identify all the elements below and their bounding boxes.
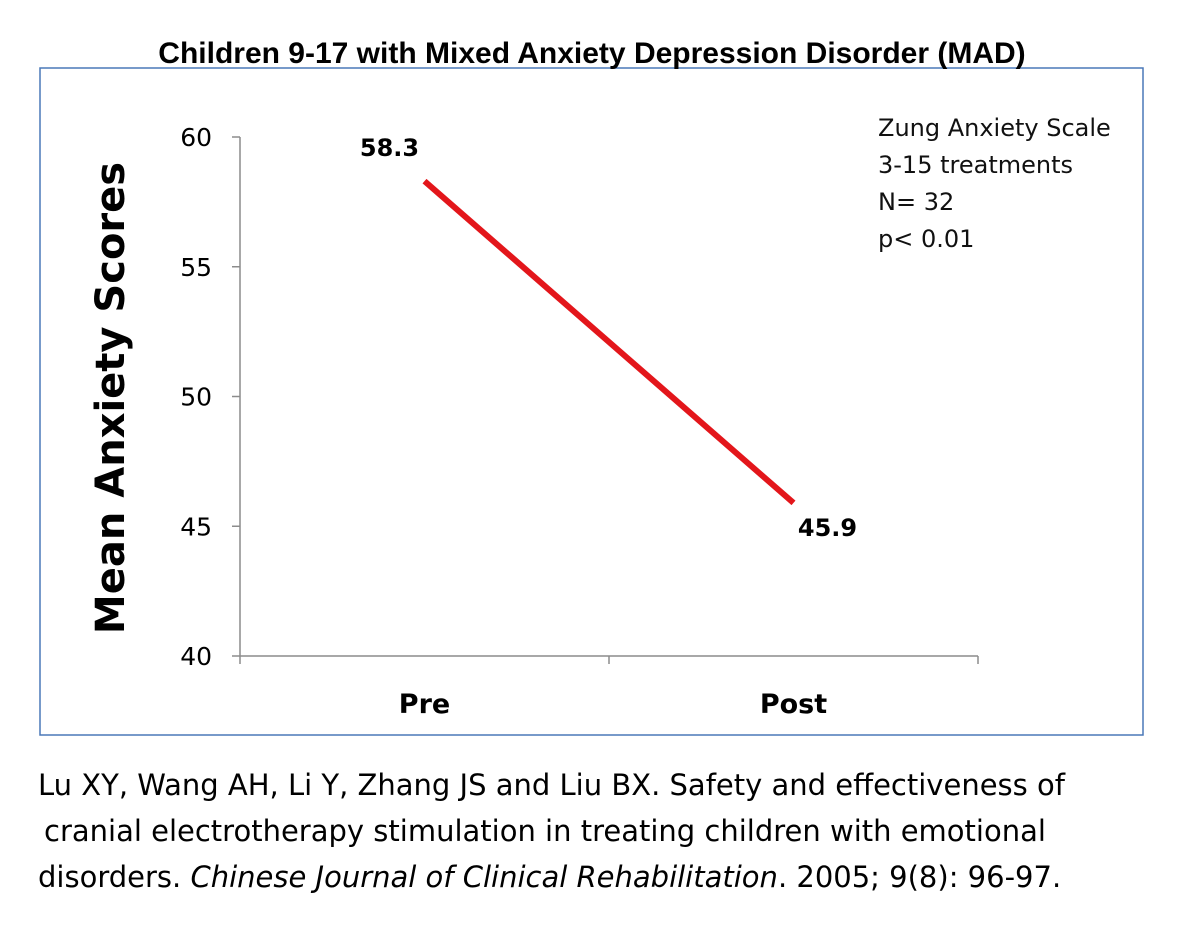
chart-title: Children 9-17 with Mixed Anxiety Depress…	[158, 37, 1025, 70]
y-tick-label: 40	[180, 642, 212, 671]
citation-line-1: Lu XY, Wang AH, Li Y, Zhang JS and Liu B…	[38, 768, 1065, 802]
axes: 40 45 50 55 60 Pre Post	[180, 123, 979, 720]
stats-annotation-line: N= 32	[878, 188, 954, 216]
stats-annotation-line: p< 0.01	[878, 225, 974, 253]
stats-annotation-line: Zung Anxiety Scale	[878, 114, 1111, 142]
citation-journal: Chinese Journal of Clinical Rehabilitati…	[190, 860, 778, 894]
citation-line-2-text: cranial electrotherapy stimulation in tr…	[44, 814, 1046, 848]
y-axis-label: Mean Anxiety Scores	[88, 162, 134, 634]
stats-annotation: Zung Anxiety Scale 3-15 treatments N= 32 p<…	[878, 114, 1111, 253]
line-chart: Children 9-17 with Mixed Anxiety Depress…	[39, 37, 1144, 736]
y-tick-label: 50	[180, 383, 212, 412]
citation-line-3-prefix: disorders.	[38, 860, 191, 894]
citation-line-2: cranial electrotherapy stimulation in tr…	[38, 808, 1158, 854]
y-tick-label: 55	[180, 253, 212, 282]
x-tick-label: Pre	[399, 689, 450, 720]
y-tick-label: 60	[180, 123, 212, 152]
data-label: 58.3	[360, 134, 419, 162]
citation: Lu XY, Wang AH, Li Y, Zhang JS and Liu B…	[38, 762, 1158, 900]
data-marks: 58.3 45.9	[360, 134, 857, 542]
series-line	[422, 178, 796, 506]
chart-frame	[39, 67, 1144, 736]
x-tick-label: Post	[760, 689, 827, 720]
citation-line-3: disorders. Chinese Journal of Clinical R…	[38, 854, 1158, 900]
citation-line-3-suffix: . 2005; 9(8): 96-97.	[777, 860, 1062, 894]
y-tick-label: 45	[180, 512, 212, 541]
data-label: 45.9	[798, 514, 857, 542]
stats-annotation-line: 3-15 treatments	[878, 151, 1073, 179]
